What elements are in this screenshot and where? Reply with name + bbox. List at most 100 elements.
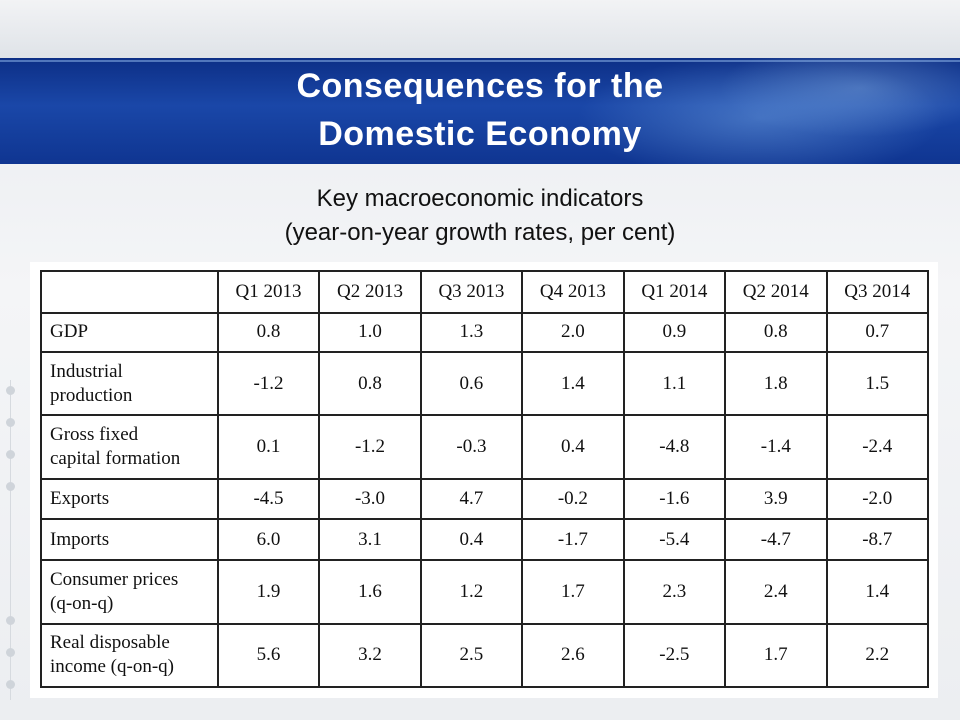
header-corner-cell [40, 270, 219, 314]
indicators-table: Q1 2013 Q2 2013 Q3 2013 Q4 2013 Q1 2014 … [40, 270, 930, 689]
column-header: Q1 2013 [216, 270, 321, 314]
table-cell: -5.4 [622, 518, 727, 562]
row-label-line-1: Real disposable [50, 632, 170, 654]
table-caption-line-1: Key macroeconomic indicators [316, 185, 644, 212]
decorative-dot [6, 648, 15, 657]
table-cell: -2.0 [825, 477, 930, 521]
table-cell: -2.4 [825, 414, 930, 480]
table-caption-line-2: (year-on-year growth rates, per cent) [284, 219, 676, 246]
table-cell: 1.7 [724, 622, 828, 689]
table-cell: 3.1 [318, 518, 422, 562]
indicators-table-panel: Q1 2013 Q2 2013 Q3 2013 Q4 2013 Q1 2014 … [30, 262, 938, 698]
title-banner [0, 58, 960, 164]
row-label-line-2: income (q-on-q) [50, 656, 174, 678]
decorative-dot [6, 680, 15, 689]
table-cell: 5.6 [216, 622, 321, 689]
row-label-line-1: GDP [50, 321, 89, 343]
decorative-dot [6, 418, 15, 427]
table-cell: 0.6 [419, 350, 524, 417]
table-cell: 2.3 [622, 559, 727, 625]
table-cell: 1.7 [521, 559, 625, 625]
table-cell: -1.2 [216, 350, 321, 417]
row-label-line-1: Consumer prices [50, 568, 179, 590]
slide-title: Consequences for the Domestic Economy [0, 62, 960, 162]
table-cell: 0.9 [622, 312, 727, 353]
table-row: Industrial production -1.2 0.8 0.6 1.4 1.1 1.8 1… [40, 350, 930, 417]
table-cell: -2.5 [622, 622, 727, 689]
column-header: Q3 2014 [825, 270, 930, 314]
table-cell: 3.9 [724, 477, 828, 521]
table-cell: 0.4 [521, 414, 625, 480]
table-cell: 1.4 [825, 559, 930, 625]
table-cell: -4.5 [216, 477, 321, 521]
row-label: Imports [40, 518, 219, 562]
slide-title-line-1: Consequences for the [296, 67, 664, 105]
row-label: GDP [40, 312, 219, 353]
table-cell: 1.8 [724, 350, 828, 417]
table-cell: -8.7 [825, 518, 930, 562]
row-label-line-2: production [50, 384, 133, 406]
row-label: Consumer prices (q-on-q) [40, 559, 219, 625]
slide-title-line-2: Domestic Economy [318, 115, 642, 153]
table-cell: 6.0 [216, 518, 321, 562]
table-cell: 2.4 [724, 559, 828, 625]
table-cell: 0.1 [216, 414, 321, 480]
table-row: Gross fixed capital formation 0.1 -1.2 -0.3 0… [40, 414, 930, 480]
decorative-line [10, 380, 11, 700]
top-strip [0, 0, 960, 58]
table-cell: 0.4 [419, 518, 524, 562]
table-cell: -1.6 [622, 477, 727, 521]
table-cell: 2.0 [521, 312, 625, 353]
table-row: Consumer prices (q-on-q) 1.9 1.6 1.2 1.7 2.3 2.… [40, 559, 930, 625]
table-cell: -4.7 [724, 518, 828, 562]
column-header: Q3 2013 [419, 270, 524, 314]
row-label: Gross fixed capital formation [40, 414, 219, 480]
table-caption: Key macroeconomic indicators (year-on-ye… [0, 182, 960, 250]
column-header: Q2 2014 [724, 270, 828, 314]
decorative-dot [6, 386, 15, 395]
banner-highlight-line [0, 60, 960, 62]
table-cell: -1.7 [521, 518, 625, 562]
table-cell: 1.2 [419, 559, 524, 625]
decorative-dot [6, 482, 15, 491]
row-label-line-1: Gross fixed [50, 423, 139, 445]
table-cell: 3.2 [318, 622, 422, 689]
table-cell: -0.2 [521, 477, 625, 521]
table-cell: 1.9 [216, 559, 321, 625]
table-cell: 1.6 [318, 559, 422, 625]
table-cell: 1.3 [419, 312, 524, 353]
table-cell: 1.1 [622, 350, 727, 417]
table-body: GDP 0.8 1.0 1.3 2.0 0.9 0.8 0.7 Industrial produc… [40, 312, 930, 689]
table-cell: -1.2 [318, 414, 422, 480]
row-label-line-1: Imports [50, 528, 110, 550]
row-label-line-1: Exports [50, 487, 110, 509]
table-row: GDP 0.8 1.0 1.3 2.0 0.9 0.8 0.7 [40, 312, 930, 353]
header-row: Q1 2013 Q2 2013 Q3 2013 Q4 2013 Q1 2014 … [40, 270, 930, 314]
table-cell: 0.8 [724, 312, 828, 353]
table-cell: 1.4 [521, 350, 625, 417]
table-cell: -4.8 [622, 414, 727, 480]
decorative-dot [6, 450, 15, 459]
table-cell: -3.0 [318, 477, 422, 521]
table-cell: 2.5 [419, 622, 524, 689]
row-label-line-1: Industrial [50, 360, 123, 382]
table-cell: 0.8 [216, 312, 321, 353]
table-row: Real disposable income (q-on-q) 5.6 3.2 2.5 2… [40, 622, 930, 689]
row-label: Industrial production [40, 350, 219, 417]
table-row: Imports 6.0 3.1 0.4 -1.7 -5.4 -4.7 -8.7 [40, 518, 930, 562]
column-header: Q1 2014 [622, 270, 727, 314]
table-row: Exports -4.5 -3.0 4.7 -0.2 -1.6 3.9 -2.0 [40, 477, 930, 521]
decorative-dots [6, 380, 26, 700]
row-label-line-2: capital formation [50, 447, 181, 469]
table-cell: 0.8 [318, 350, 422, 417]
table-cell: -1.4 [724, 414, 828, 480]
table-cell: -0.3 [419, 414, 524, 480]
column-header: Q2 2013 [318, 270, 422, 314]
column-header: Q4 2013 [521, 270, 625, 314]
table-cell: 0.7 [825, 312, 930, 353]
table-cell: 1.0 [318, 312, 422, 353]
row-label: Real disposable income (q-on-q) [40, 622, 219, 689]
table-cell: 1.5 [825, 350, 930, 417]
row-label-line-2: (q-on-q) [50, 592, 114, 614]
table-cell: 2.6 [521, 622, 625, 689]
